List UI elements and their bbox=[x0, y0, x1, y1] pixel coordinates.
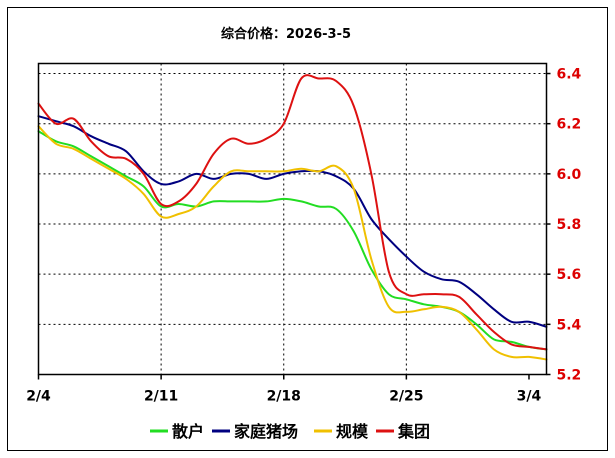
series-line-3 bbox=[37, 125, 548, 361]
legend-item: 家庭猪场 bbox=[212, 422, 298, 441]
y-tick-label: 5.6 bbox=[557, 267, 582, 283]
legend-item: 集团 bbox=[376, 422, 430, 441]
y-tick-label: 6.4 bbox=[557, 67, 582, 83]
x-tick-label: 2/18 bbox=[267, 389, 301, 405]
y-tick-label: 5.8 bbox=[557, 217, 582, 233]
series-lines bbox=[37, 74, 548, 361]
x-tick-label: 2/25 bbox=[389, 389, 423, 405]
chart-title: 综合价格：2026-3-5 bbox=[221, 26, 351, 42]
legend-item: 散户 bbox=[150, 422, 204, 441]
plot-area bbox=[37, 62, 548, 376]
x-tick-label: 2/11 bbox=[144, 389, 178, 405]
legend-label: 家庭猪场 bbox=[234, 422, 298, 441]
x-axis-ticks: 2/4 2/11 2/18 2/25 3/4 bbox=[26, 374, 542, 405]
legend: 散户 家庭猪场 规模 集团 bbox=[150, 422, 430, 441]
x-tick-label: 2/4 bbox=[26, 389, 51, 405]
legend-label: 集团 bbox=[397, 422, 430, 441]
legend-item: 规模 bbox=[314, 422, 369, 441]
grid bbox=[38, 63, 547, 375]
y-tick-label: 5.2 bbox=[557, 368, 582, 384]
y-tick-label: 6.2 bbox=[557, 117, 582, 133]
chart-border bbox=[7, 7, 608, 451]
y-tick-label: 5.4 bbox=[557, 317, 582, 333]
y-tick-label: 6.0 bbox=[557, 167, 582, 183]
series-line-4 bbox=[37, 74, 548, 351]
legend-label: 规模 bbox=[336, 422, 369, 441]
series-line-2 bbox=[37, 115, 548, 328]
x-tick-label: 3/4 bbox=[517, 389, 542, 405]
legend-label: 散户 bbox=[172, 422, 204, 441]
y-axis-ticks: 5.2 5.4 5.6 5.8 6.0 6.2 6.4 bbox=[546, 67, 582, 384]
